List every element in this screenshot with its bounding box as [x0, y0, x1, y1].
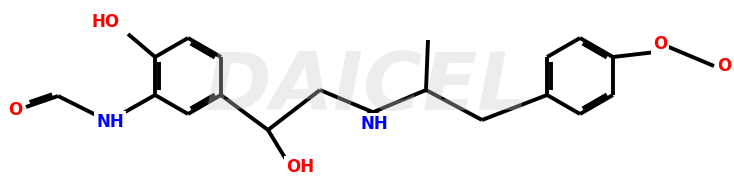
Text: O: O — [653, 35, 667, 53]
Text: NH: NH — [96, 113, 124, 131]
Text: DAICEL: DAICEL — [205, 49, 529, 127]
Text: HO: HO — [92, 13, 120, 31]
Text: NH: NH — [360, 115, 388, 133]
Text: O: O — [717, 57, 731, 75]
Text: O: O — [8, 101, 22, 119]
Text: OH: OH — [286, 158, 314, 176]
